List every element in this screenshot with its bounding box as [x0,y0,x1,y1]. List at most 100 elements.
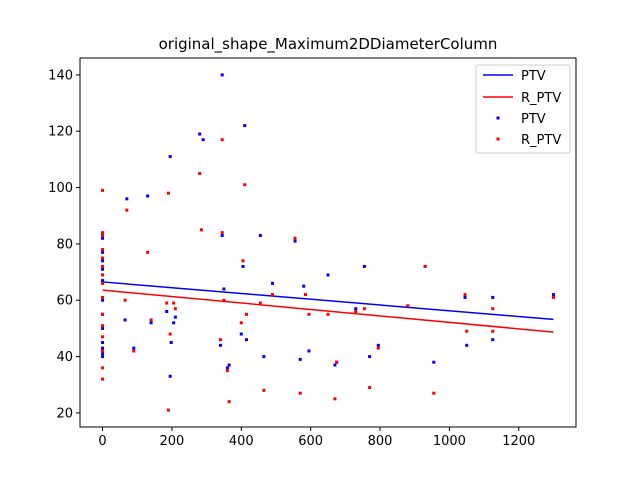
x-tick-label: 800 [368,434,393,449]
data-point-r-ptv [551,295,555,299]
data-point-r-ptv [220,138,224,142]
data-point-ptv [258,233,262,237]
data-point-ptv [368,355,372,359]
y-tick-label: 120 [48,125,73,140]
plot-area [101,73,555,412]
data-point-r-ptv [303,293,307,297]
y-axis: 20 40 60 80 100 120 140 [48,68,80,421]
data-point-ptv [220,233,224,237]
data-point-r-ptv [173,307,177,311]
data-point-r-ptv [101,188,105,192]
y-tick-label: 20 [56,406,73,421]
x-tick-label: 400 [229,434,254,449]
data-point-ptv [101,259,105,263]
y-tick-label: 40 [56,350,73,365]
data-point-ptv [326,273,330,277]
data-point-r-ptv [463,293,467,297]
data-point-ptv [168,374,172,378]
data-point-ptv [262,355,266,359]
data-point-ptv [225,366,229,370]
data-point-r-ptv [101,248,105,252]
data-point-ptv [244,338,248,342]
data-point-ptv [101,250,105,254]
data-point-ptv [101,326,105,330]
data-point-r-ptv [244,312,248,316]
data-point-ptv [173,315,177,319]
data-point-ptv [362,264,366,268]
data-point-r-ptv [368,386,372,390]
data-point-r-ptv [362,307,366,311]
data-point-r-ptv [376,346,380,350]
y-tick-label: 140 [48,68,73,83]
data-point-ptv [333,363,337,367]
data-point-ptv [239,332,243,336]
data-point-ptv [123,318,127,322]
legend-marker-ptv [496,116,500,120]
data-point-ptv [220,73,224,77]
data-point-r-ptv [101,335,105,339]
plot-frame [79,57,577,428]
x-tick-label: 600 [298,434,323,449]
data-point-r-ptv [199,228,203,232]
data-point-r-ptv [101,233,105,237]
data-point-ptv [146,194,150,198]
data-point-r-ptv [101,295,105,299]
x-tick-label: 200 [160,434,185,449]
trend-line-ptv [102,281,554,321]
data-point-ptv [168,155,172,159]
data-point-r-ptv [198,171,202,175]
y-tick-label: 100 [48,181,73,196]
data-point-r-ptv [101,349,105,353]
data-point-r-ptv [168,332,172,336]
data-point-ptv [222,287,226,291]
data-point-r-ptv [101,377,105,381]
data-point-r-ptv [101,324,105,328]
data-point-ptv [293,239,297,243]
y-tick-label: 60 [56,294,73,309]
x-tick-label: 0 [98,434,106,449]
data-point-r-ptv [333,397,337,401]
legend-label-rptv-line: R_PTV [521,91,561,106]
data-point-r-ptv [227,400,231,404]
data-point-ptv [201,138,205,142]
data-point-ptv [491,338,495,342]
data-point-r-ptv [298,391,302,395]
data-point-r-ptv [220,231,224,235]
data-point-r-ptv [241,259,245,263]
data-point-r-ptv [172,301,176,305]
data-point-ptv [101,352,105,356]
trend-line-r-ptv [102,289,554,333]
legend-label-ptv-line: PTV [521,69,546,84]
data-point-ptv [132,346,136,350]
data-point-ptv [172,321,176,325]
data-point-ptv [465,343,469,347]
data-point-ptv [125,197,129,201]
data-point-r-ptv [491,307,495,311]
data-point-r-ptv [101,312,105,316]
legend-label-rptv-points: R_PTV [521,133,561,148]
data-point-r-ptv [293,236,297,240]
data-point-r-ptv [101,231,105,235]
data-point-ptv [241,264,245,268]
data-point-ptv [198,132,202,136]
data-point-r-ptv [432,391,436,395]
x-axis: 0 200 400 600 800 1000 1200 [98,427,535,449]
data-point-r-ptv [258,301,262,305]
data-point-ptv [243,124,247,128]
data-point-r-ptv [101,264,105,268]
data-point-ptv [169,340,173,344]
data-point-r-ptv [326,312,330,316]
data-point-ptv [463,295,467,299]
data-point-r-ptv [222,298,226,302]
data-point-r-ptv [125,208,129,212]
data-point-ptv [165,310,169,314]
data-point-r-ptv [239,321,243,325]
data-point-r-ptv [146,250,150,254]
data-point-r-ptv [423,264,427,268]
data-point-ptv [101,298,105,302]
data-point-r-ptv [101,256,105,260]
data-point-ptv [227,363,231,367]
data-point-ptv [101,340,105,344]
data-point-r-ptv [149,318,153,322]
